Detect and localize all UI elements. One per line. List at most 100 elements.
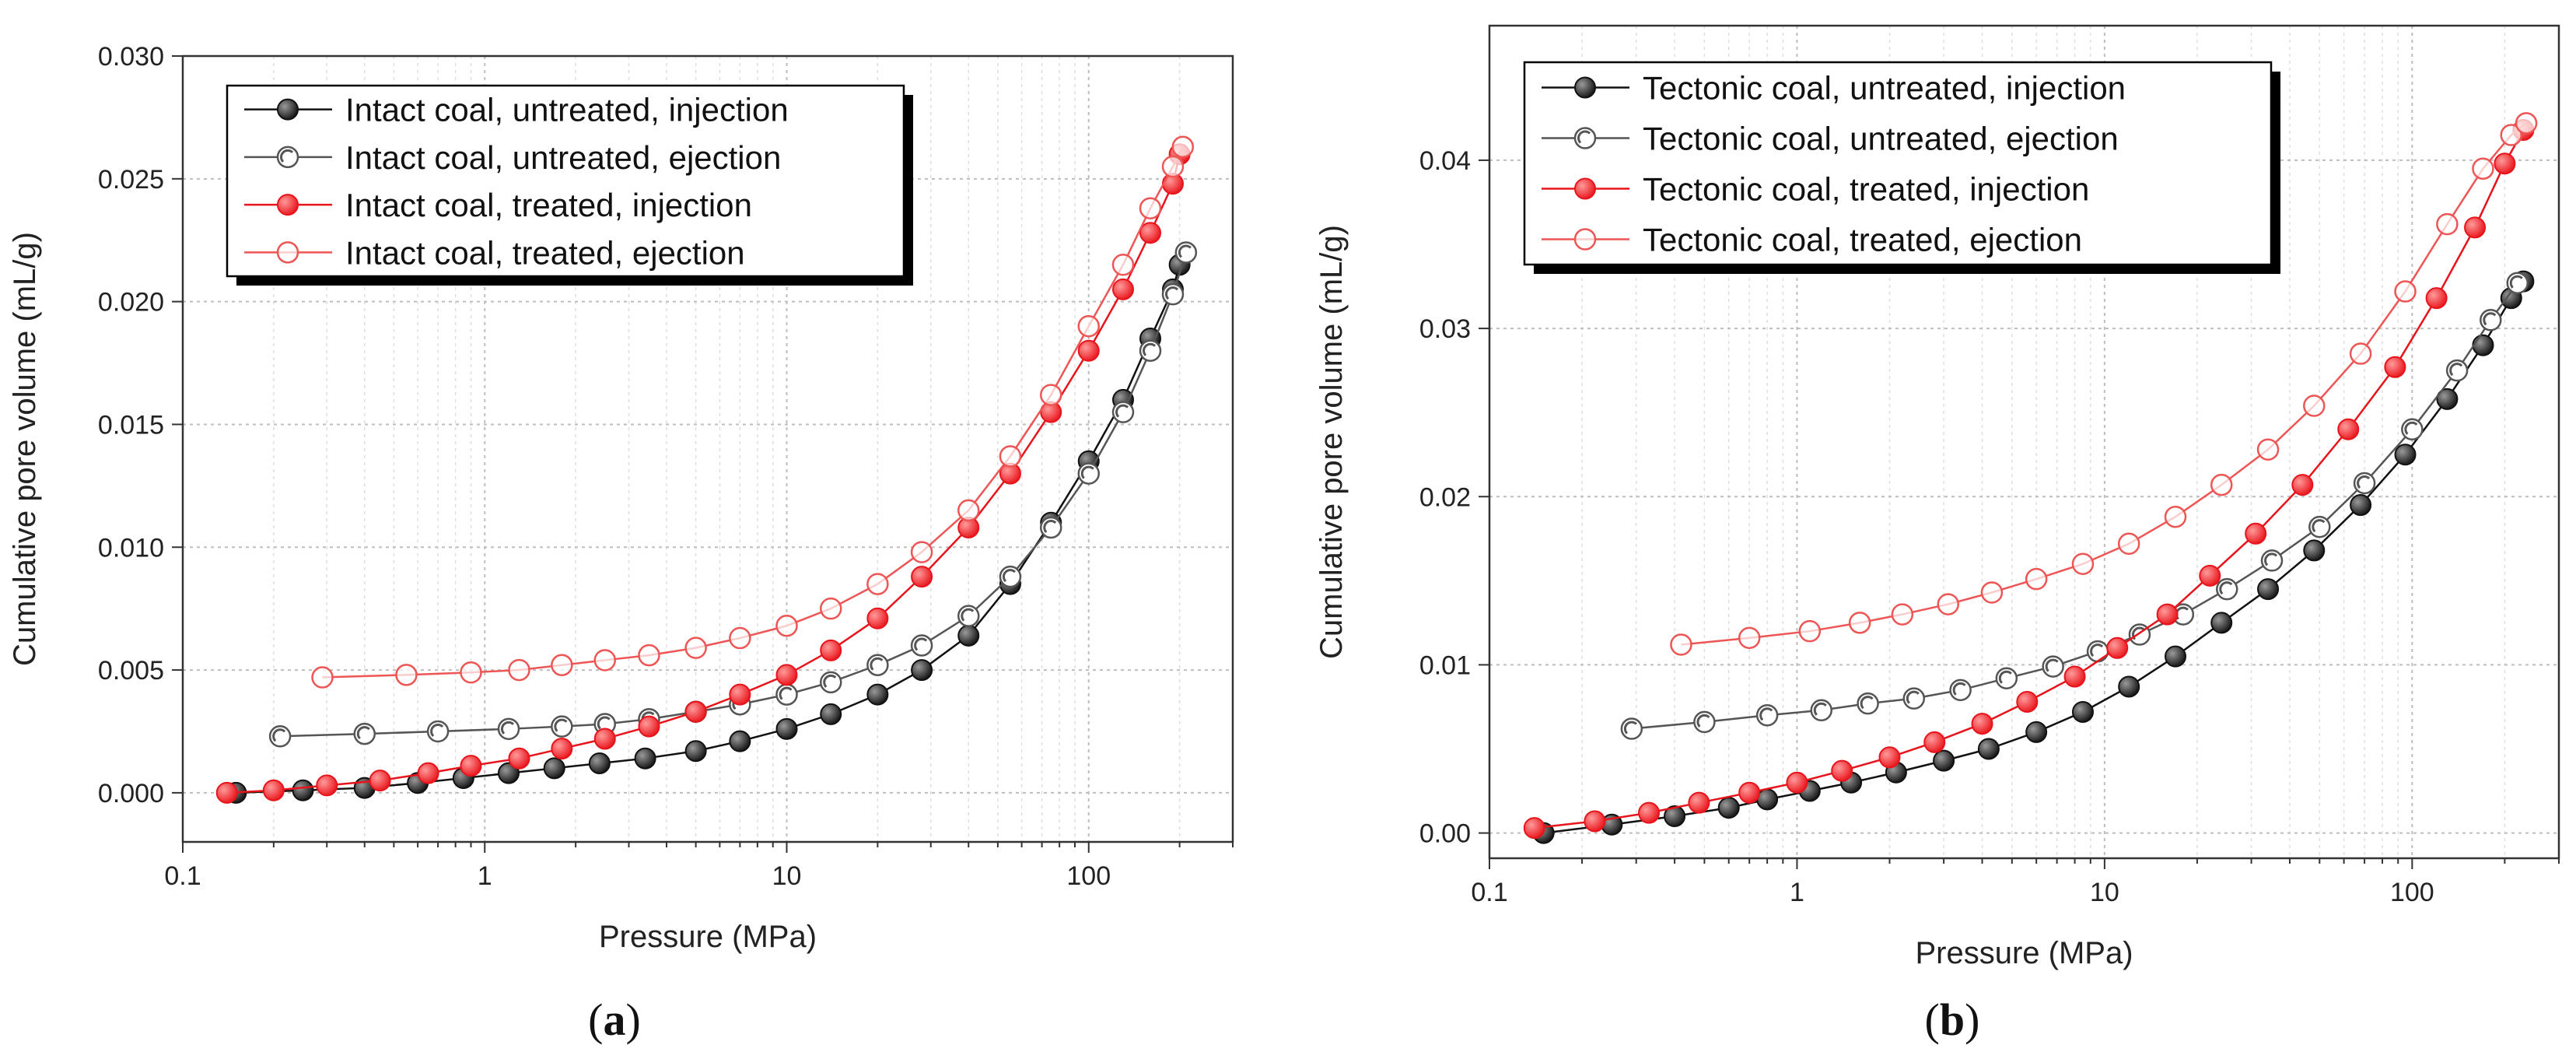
x-axis-title: Pressure (MPa) [599, 920, 817, 954]
data-point [1810, 699, 1833, 722]
data-point [2086, 640, 2109, 663]
data-point [2494, 153, 2516, 175]
data-point [2025, 567, 2048, 591]
y-tick-label: 0.020 [98, 288, 164, 317]
data-point [2515, 112, 2538, 135]
data-point [2436, 387, 2459, 410]
data-point [508, 747, 530, 770]
legend-a: Intact coal, untreated, injection Intact … [226, 84, 913, 286]
data-point [1995, 667, 2018, 689]
data-point [1111, 401, 1135, 423]
x-tick-label: 1 [1790, 878, 1804, 907]
data-point [1755, 704, 1779, 727]
data-point [910, 541, 933, 563]
y-tick-label: 0.010 [98, 533, 164, 563]
data-point [543, 757, 565, 780]
y-axis-title: Cumulative pore volume (mL/g) [1314, 225, 1349, 659]
y-tick-label: 0.005 [98, 656, 164, 686]
data-point [1139, 197, 1162, 219]
data-point [2401, 418, 2424, 441]
x-tick-label: 0.1 [1471, 878, 1507, 907]
series-a-4 [311, 135, 1195, 689]
data-point [2303, 394, 2326, 417]
data-point [2071, 700, 2094, 723]
data-point [2106, 636, 2129, 659]
data-point [1039, 516, 1062, 539]
data-point [911, 659, 933, 682]
data-point [999, 445, 1022, 468]
data-point [426, 720, 450, 743]
data-point [2506, 272, 2529, 294]
data-point [1902, 687, 1926, 710]
data-point [268, 725, 292, 748]
legend-marker [1573, 228, 1597, 251]
data-point [1139, 222, 1162, 244]
data-point [2256, 438, 2280, 461]
legend-marker [276, 241, 299, 264]
data-point [866, 607, 889, 629]
data-point [999, 565, 1022, 588]
legend-label: Intact coal, treated, injection [345, 187, 752, 223]
data-point [2308, 515, 2331, 538]
data-point [2071, 552, 2095, 575]
data-point [866, 573, 889, 595]
x-tick-label: 10 [772, 861, 802, 891]
data-point [395, 664, 418, 686]
data-point [369, 770, 391, 792]
data-point [1738, 781, 1761, 804]
y-axis-title: Cumulative pore volume (mL/g) [8, 232, 42, 666]
data-point [866, 654, 889, 676]
data-point [292, 779, 314, 801]
data-point [417, 762, 439, 784]
data-point [866, 683, 889, 706]
data-point [353, 722, 376, 745]
data-point [1161, 155, 1185, 178]
legend-marker [1573, 127, 1597, 149]
axis-frame-a [181, 54, 1234, 843]
data-point [1111, 254, 1135, 276]
data-point [2464, 216, 2487, 239]
legend-marker [277, 98, 299, 121]
data-point [508, 658, 530, 682]
data-point [1077, 462, 1101, 485]
legend-b: Tectonic coal, untreated, injection Tecto… [1523, 61, 2280, 274]
y-tick-label: 0.015 [98, 410, 164, 440]
data-point [2353, 472, 2376, 495]
legend-marker [277, 194, 299, 216]
data-point [2025, 721, 2048, 743]
data-point [775, 683, 798, 706]
data-point [311, 666, 334, 689]
legend-label: Intact coal, untreated, ejection [345, 139, 781, 176]
data-point [2349, 342, 2372, 365]
data-point [819, 671, 842, 694]
data-point [460, 755, 482, 777]
data-point [497, 762, 520, 784]
data-point [2245, 522, 2267, 545]
data-point [1977, 738, 2000, 760]
data-point [316, 774, 338, 797]
series-b-4 [1670, 112, 2538, 656]
data-point [1174, 241, 1198, 264]
data-point [1111, 278, 1134, 300]
data-point [634, 747, 656, 770]
data-point [2063, 665, 2086, 688]
data-point [2199, 564, 2221, 587]
data-point [684, 636, 707, 659]
legend-label: Tectonic coal, untreated, injection [1643, 70, 2126, 107]
y-tick-label: 0.01 [1419, 650, 1471, 680]
data-point [684, 700, 707, 723]
data-point [2215, 577, 2238, 601]
data-point [1077, 339, 1100, 362]
data-point [638, 643, 660, 667]
data-point [729, 683, 751, 706]
data-point [2350, 494, 2372, 517]
data-point [497, 717, 520, 741]
data-point [2164, 505, 2187, 528]
data-point [1523, 817, 1545, 840]
data-point [1039, 384, 1062, 406]
axis-frame-b [1488, 24, 2560, 860]
data-point [551, 654, 573, 676]
data-point [1980, 581, 2004, 604]
series-b-3 [1523, 119, 2535, 840]
data-point [1923, 731, 1946, 753]
